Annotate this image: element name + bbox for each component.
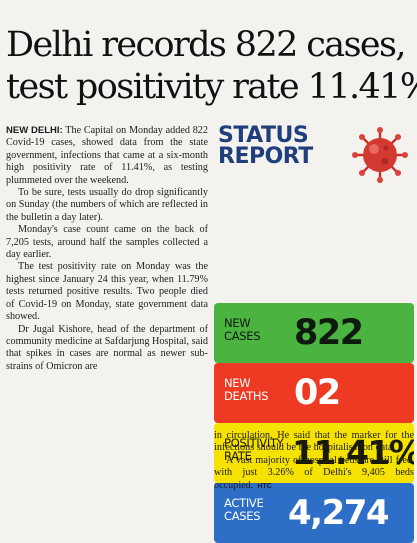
stat-label-new-deaths: NEW DEATHS — [224, 376, 269, 403]
paragraph-1-text: The Capital on Monday added 822 Covid-19… — [6, 125, 208, 186]
article-paragraph-1: NEW DELHI: The Capital on Monday added 8… — [6, 125, 208, 187]
byline-credit: HTC — [257, 482, 272, 490]
stat-label-line: POSITIVITY — [224, 436, 284, 450]
article-paragraph-2: To be sure, tests usually do drop signif… — [6, 187, 208, 223]
stat-label-new-cases: NEW CASES — [224, 316, 261, 343]
stat-label-line: RATE — [224, 449, 252, 463]
stat-label-line: CASES — [224, 329, 261, 343]
status-title-line-1: STATUS — [218, 123, 309, 148]
stat-label-line: CASES — [224, 509, 261, 523]
headline-line-2: test positivity rate 11.41% — [6, 67, 417, 107]
dateline: NEW DELHI: — [6, 125, 63, 136]
stat-value-new-deaths: 02 — [294, 373, 341, 413]
stat-label-active-cases: ACTIVE CASES — [224, 496, 264, 523]
stat-value-new-cases: 822 — [294, 313, 364, 353]
article-paragraph-4: The test positivity rate on Monday was t… — [6, 261, 208, 323]
virus-icon — [352, 127, 408, 183]
stat-card-positivity-rate: POSITIVITY RATE 11.41% — [214, 423, 414, 483]
status-report-title: STATUS REPORT — [218, 123, 313, 169]
article-column-right: in circulation. He said that the marker … — [214, 430, 414, 493]
article-paragraph-6: A vast majority of hospital beds are sti… — [214, 455, 414, 493]
headline: Delhi records 822 cases, test positivity… — [6, 24, 417, 108]
stat-value-active-cases: 4,274 — [288, 493, 390, 533]
stat-card-new-cases: NEW CASES 822 — [214, 303, 414, 363]
stat-label-line: NEW — [224, 316, 251, 330]
stat-label-line: NEW — [224, 376, 251, 390]
stat-label-line: ACTIVE — [224, 496, 264, 510]
status-title-line-2: REPORT — [218, 144, 313, 169]
article-paragraph-5: Dr Jugal Kishore, head of the department… — [6, 323, 209, 372]
stat-value-positivity-rate: 11.41% — [292, 433, 414, 472]
paragraph-6-text: A vast majority of hospital beds are sti… — [214, 454, 414, 491]
article-paragraph-3: Monday's case count came on the back of … — [6, 224, 208, 261]
stat-card-new-deaths: NEW DEATHS 02 — [214, 363, 414, 423]
article-column-left: NEW DELHI: The Capital on Monday added 8… — [6, 125, 208, 373]
headline-line-1: Delhi records 822 cases, — [6, 25, 407, 65]
status-report-box: STATUS REPORT NEW CASES 822 — [214, 123, 414, 543]
stat-label-positivity-rate: POSITIVITY RATE — [224, 436, 284, 463]
stat-label-line: DEATHS — [224, 389, 269, 403]
article-paragraph-5-continued: in circulation. He said that the marker … — [214, 430, 414, 454]
